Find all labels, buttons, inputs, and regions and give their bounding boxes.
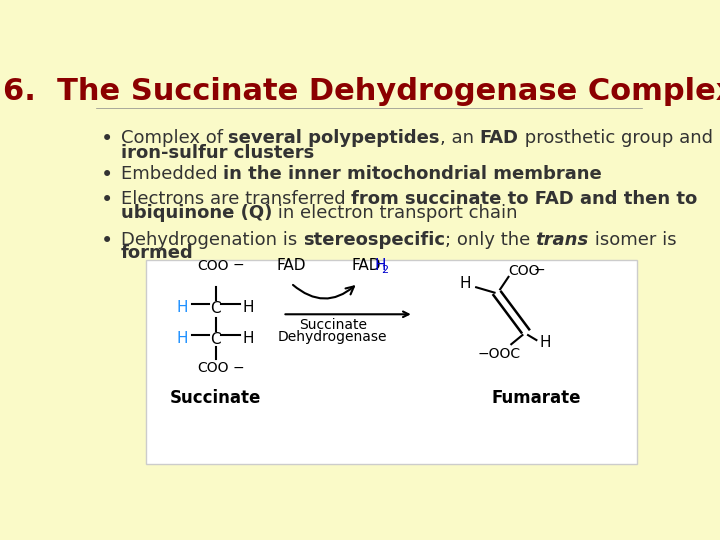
Text: trans: trans [536,231,589,249]
Text: in electron transport chain: in electron transport chain [272,204,518,222]
Text: H: H [176,331,188,346]
Text: from succinate to FAD and then to: from succinate to FAD and then to [351,191,697,208]
Text: COO: COO [508,264,540,278]
Text: FAD: FAD [480,129,518,147]
Text: •: • [101,129,114,149]
Text: ubiquinone (Q): ubiquinone (Q) [121,204,272,222]
Text: FAD: FAD [276,258,305,273]
Text: H: H [459,275,471,291]
Text: •: • [101,231,114,251]
Text: several polypeptides: several polypeptides [228,129,440,147]
Text: •: • [101,165,114,185]
Text: stereospecific: stereospecific [302,231,445,249]
Text: COO: COO [197,259,228,273]
FancyArrowPatch shape [293,285,354,299]
Text: H: H [374,258,386,273]
Text: 6.  The Succinate Dehydrogenase Complex: 6. The Succinate Dehydrogenase Complex [3,77,720,106]
Text: H: H [242,300,253,315]
Text: iron-sulfur clusters: iron-sulfur clusters [121,144,314,162]
Text: Embedded: Embedded [121,165,223,184]
Text: −: − [233,258,244,272]
Text: H: H [176,300,188,315]
Text: isomer is: isomer is [589,231,677,249]
Text: FAD: FAD [351,258,381,273]
Text: COO: COO [197,361,228,375]
FancyBboxPatch shape [145,260,637,464]
Text: −OOC: −OOC [478,347,521,361]
Text: formed: formed [121,245,194,262]
Text: −: − [233,361,244,375]
Text: −: − [534,263,545,277]
Text: 2: 2 [382,265,388,275]
Text: Electrons are transferred: Electrons are transferred [121,191,351,208]
Text: H: H [539,335,551,350]
Text: Dehydrogenase: Dehydrogenase [278,330,387,344]
Text: Succinate: Succinate [170,389,261,407]
Text: H: H [242,331,253,346]
Text: Succinate: Succinate [299,319,366,333]
Text: prosthetic group and: prosthetic group and [518,129,713,147]
Text: Complex of: Complex of [121,129,228,147]
Text: Fumarate: Fumarate [492,389,581,407]
Text: C: C [210,301,221,316]
Text: in the inner mitochondrial membrane: in the inner mitochondrial membrane [223,165,602,184]
Text: , an: , an [440,129,480,147]
Text: •: • [101,191,114,211]
Text: ; only the: ; only the [445,231,536,249]
Text: Dehydrogenation is: Dehydrogenation is [121,231,302,249]
Text: C: C [210,332,221,347]
